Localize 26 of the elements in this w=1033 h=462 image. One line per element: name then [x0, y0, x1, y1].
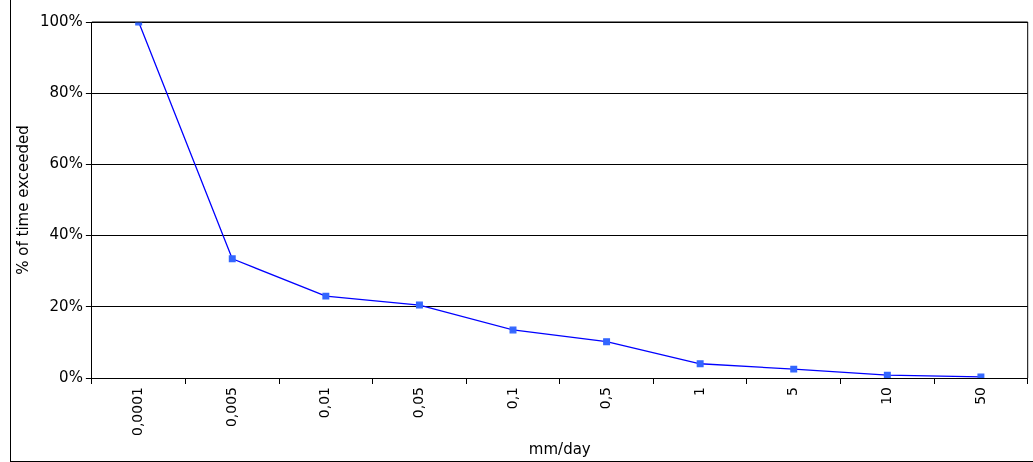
y-tick-label: 0% [59, 367, 83, 386]
point [322, 292, 330, 300]
y-tick-label: 60% [49, 154, 83, 173]
y-tick-label: 100% [39, 11, 83, 30]
point [883, 371, 891, 379]
point [603, 338, 611, 346]
x-tick-label: 0,1 [503, 387, 520, 410]
point [415, 301, 423, 309]
x-tick-label: 50 [971, 387, 988, 405]
point [790, 365, 798, 373]
x-tick-label: 0,05 [410, 387, 427, 419]
x-tick-label: 0,5 [597, 387, 614, 410]
point [977, 373, 985, 379]
x-tick-label: 5 [784, 387, 801, 396]
y-tick-label: 40% [49, 225, 83, 244]
y-axis-title: % of time exceeded [13, 125, 32, 275]
point [696, 360, 704, 368]
x-tick-label: 0,005 [222, 387, 239, 428]
x-tick-label: 10 [877, 387, 894, 405]
x-tick-label: 0,0001 [129, 387, 146, 437]
x-axis-title: mm/day [528, 439, 591, 458]
y-tick-label: 80% [49, 83, 83, 102]
y-tick-label: 20% [49, 296, 83, 315]
x-tick-label: 0,01 [316, 387, 333, 419]
point [228, 255, 236, 263]
x-tick-label: 1 [690, 387, 707, 396]
